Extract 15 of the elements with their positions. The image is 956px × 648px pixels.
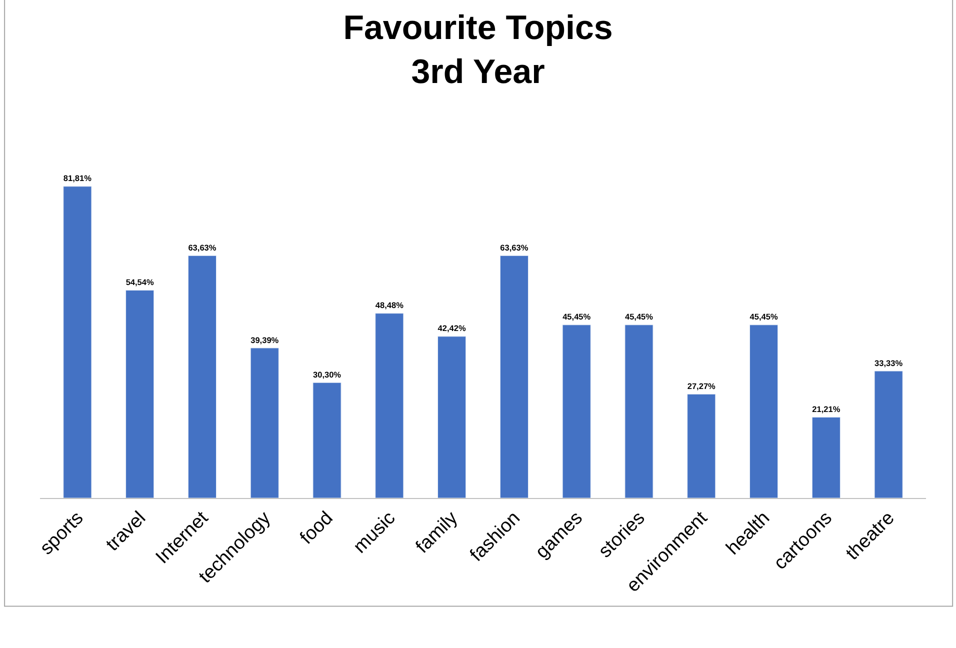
bar — [687, 394, 716, 498]
bar — [624, 324, 654, 498]
bar — [500, 255, 528, 498]
bar — [250, 348, 279, 498]
bar — [312, 382, 342, 498]
bar — [812, 416, 840, 498]
bar — [562, 324, 591, 498]
chart-title: Favourite Topics 3rd Year — [343, 8, 613, 92]
bar — [874, 370, 903, 498]
bar — [188, 255, 217, 498]
bar — [126, 290, 154, 498]
bar — [375, 313, 404, 498]
bar — [438, 336, 466, 498]
bar — [749, 324, 778, 498]
bar — [63, 186, 92, 498]
